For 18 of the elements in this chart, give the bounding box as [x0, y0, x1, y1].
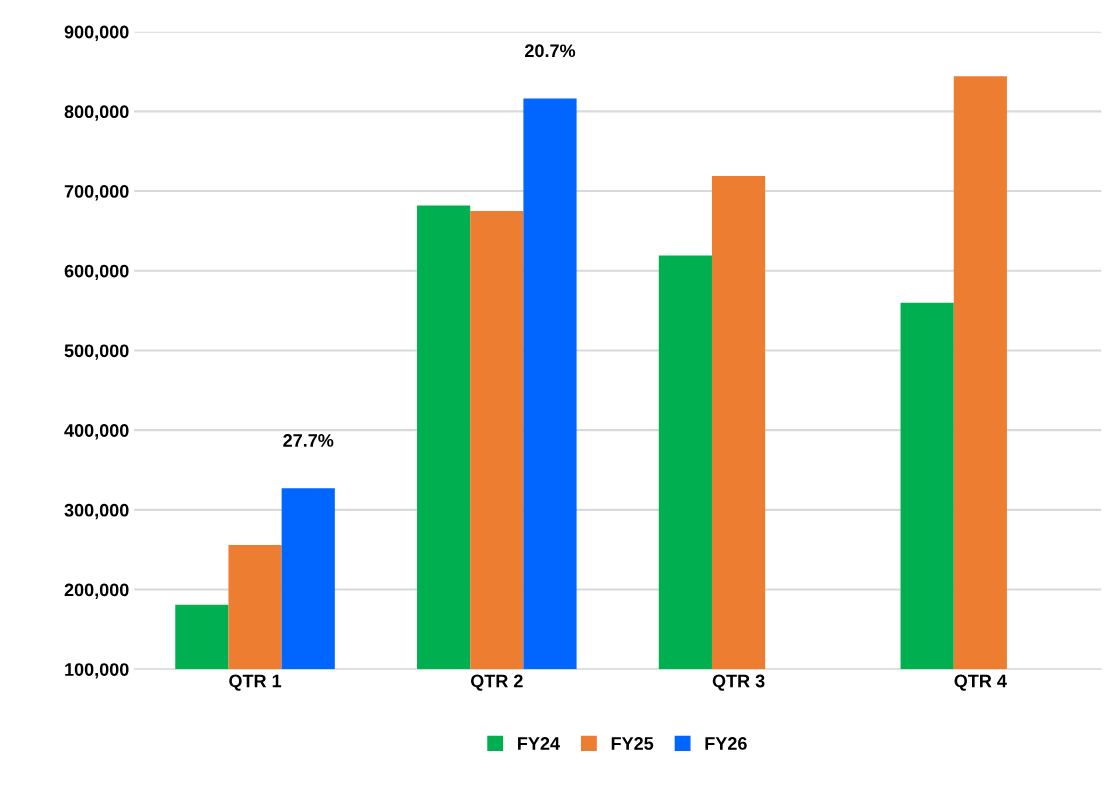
x-tick-label: QTR 3: [712, 674, 765, 691]
annotation: 20.7%: [525, 44, 576, 58]
y-tick-label: 300,000: [64, 503, 129, 520]
legend-label: FY26: [705, 737, 747, 750]
y-tick-label: 400,000: [64, 424, 129, 440]
x-tick-label: QTR 1: [229, 674, 282, 691]
y-tick-label: 700,000: [64, 185, 129, 201]
annotation: 27.7%: [283, 434, 334, 447]
x-tick-label: QTR 4: [954, 674, 1007, 691]
y-tick-label: 500,000: [64, 344, 129, 360]
y-tick-label: 800,000: [64, 105, 129, 121]
y-tick-label: 100,000: [65, 663, 129, 679]
x-tick-label: QTR 2: [470, 674, 523, 691]
y-tick-label: 600,000: [64, 264, 129, 281]
legend-label: FY24: [518, 737, 560, 750]
y-tick-label: 200,000: [64, 583, 129, 599]
y-tick-label: 900,000: [64, 25, 129, 42]
legend-label: FY25: [611, 737, 654, 750]
